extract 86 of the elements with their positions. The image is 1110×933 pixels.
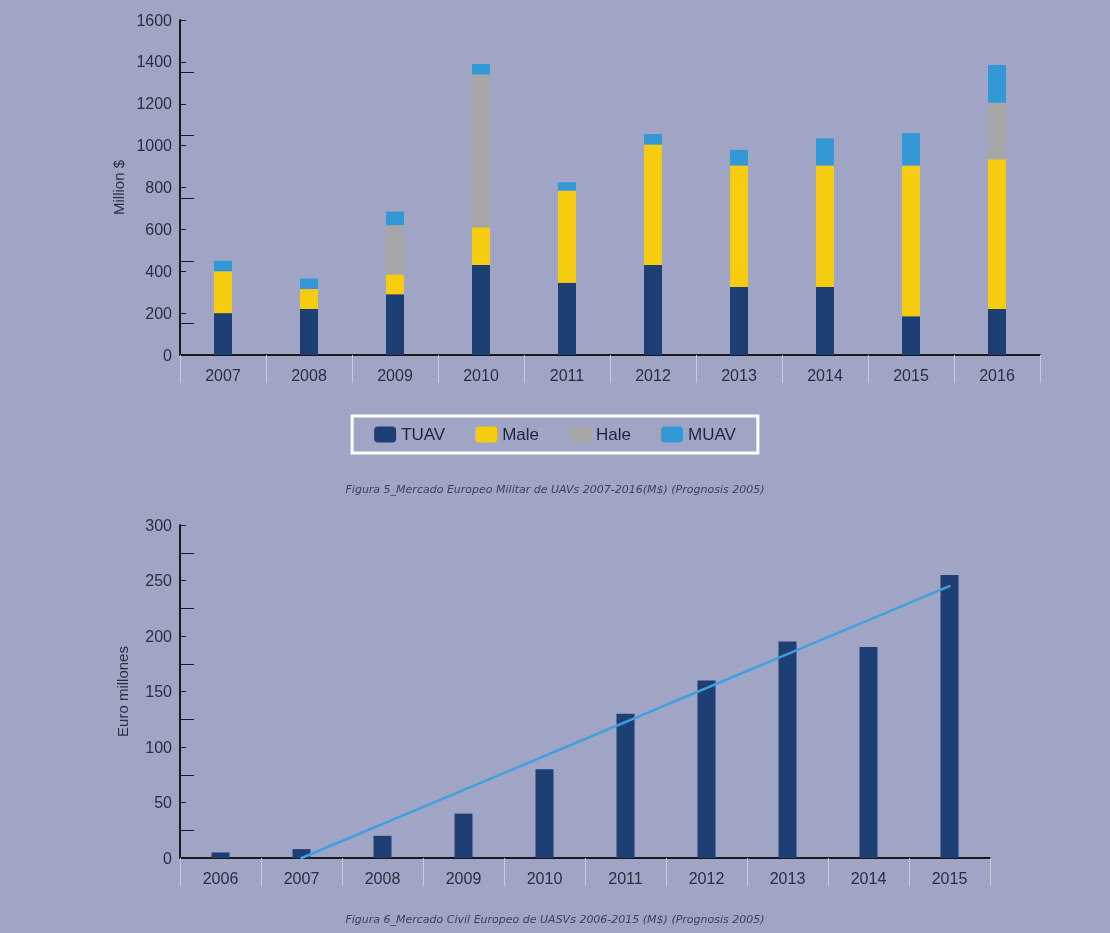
y-axis-title: Million $ bbox=[109, 159, 127, 216]
bar bbox=[644, 134, 662, 145]
bar bbox=[386, 211, 404, 226]
bar bbox=[386, 294, 404, 355]
x-tick-label: 2013 bbox=[769, 869, 806, 887]
bar bbox=[472, 74, 490, 228]
bar bbox=[616, 713, 635, 858]
bar bbox=[940, 574, 959, 858]
bar bbox=[472, 227, 490, 265]
bar bbox=[454, 813, 473, 858]
x-tick-label: 2006 bbox=[202, 869, 239, 887]
x-tick-label: 2013 bbox=[721, 366, 757, 384]
legend-label: Hale bbox=[596, 425, 632, 444]
bar bbox=[988, 65, 1006, 103]
bar bbox=[988, 159, 1006, 309]
y-tick-label: 0 bbox=[163, 849, 173, 867]
bar bbox=[816, 165, 834, 287]
bar bbox=[902, 133, 920, 166]
x-tick-label: 2009 bbox=[445, 869, 482, 887]
y-tick-label: 50 bbox=[154, 794, 173, 811]
bar bbox=[373, 835, 392, 858]
bar bbox=[214, 271, 232, 314]
bar bbox=[535, 769, 554, 858]
bar bbox=[558, 282, 576, 355]
bar bbox=[386, 225, 404, 275]
bar bbox=[988, 308, 1006, 355]
bar bbox=[730, 286, 748, 355]
bar bbox=[730, 149, 748, 166]
bar bbox=[778, 641, 797, 858]
bar bbox=[558, 182, 576, 191]
legend-label: MUAV bbox=[688, 425, 737, 444]
bar bbox=[902, 316, 920, 355]
y-tick-label: 300 bbox=[145, 516, 173, 534]
y-tick-label: 250 bbox=[145, 572, 173, 589]
bar bbox=[214, 313, 232, 355]
x-tick-label: 2011 bbox=[608, 869, 643, 887]
x-tick-label: 2014 bbox=[807, 366, 843, 384]
y-tick-label: 200 bbox=[145, 304, 173, 322]
y-axis-title: Euro millones bbox=[114, 646, 131, 737]
bar bbox=[644, 144, 662, 265]
x-tick-label: 2010 bbox=[463, 366, 499, 384]
bar bbox=[211, 852, 230, 858]
bar bbox=[472, 63, 490, 75]
y-tick-label: 400 bbox=[145, 262, 173, 280]
x-tick-label: 2015 bbox=[931, 869, 968, 887]
bar bbox=[730, 165, 748, 287]
bar bbox=[988, 102, 1006, 160]
bar bbox=[300, 278, 318, 290]
bar bbox=[816, 138, 834, 166]
x-tick-label: 2008 bbox=[291, 366, 327, 384]
legend-label: TUAV bbox=[401, 425, 446, 444]
bar bbox=[902, 165, 920, 317]
x-tick-label: 2012 bbox=[688, 869, 725, 887]
y-tick-label: 600 bbox=[145, 220, 173, 238]
x-tick-label: 2012 bbox=[635, 366, 671, 384]
bar bbox=[859, 647, 878, 858]
bar bbox=[300, 289, 318, 309]
bar bbox=[300, 308, 318, 355]
y-tick-label: 0 bbox=[163, 346, 173, 364]
bar bbox=[214, 260, 232, 272]
bar bbox=[558, 190, 576, 283]
x-tick-label: 2015 bbox=[893, 366, 929, 384]
bar bbox=[644, 264, 662, 355]
bar bbox=[386, 274, 404, 295]
x-tick-label: 2010 bbox=[526, 869, 563, 887]
x-tick-label: 2014 bbox=[850, 869, 887, 887]
y-tick-label: 150 bbox=[145, 683, 173, 700]
bar bbox=[816, 286, 834, 355]
y-tick-label: 1000 bbox=[136, 137, 173, 155]
x-tick-label: 2008 bbox=[364, 869, 401, 887]
y-tick-label: 1600 bbox=[136, 11, 173, 29]
x-tick-label: 2016 bbox=[979, 366, 1015, 384]
y-tick-label: 1200 bbox=[136, 95, 173, 113]
bar bbox=[697, 680, 716, 858]
text: Figura 5_Mercado Europeo Militar de UAVs 2007-2016(M$) (Prognosis 2005) bbox=[345, 483, 765, 496]
x-tick-label: 2011 bbox=[549, 366, 585, 384]
y-tick-label: 200 bbox=[145, 627, 173, 645]
y-tick-label: 800 bbox=[145, 179, 173, 196]
text: Figura 6_Mercado Civil Europeo de UASVs 2006-2015 (M$) (Prognosis 2005) bbox=[345, 913, 765, 926]
y-tick-label: 1400 bbox=[136, 53, 173, 71]
y-tick-label: 100 bbox=[145, 738, 173, 756]
x-tick-label: 2009 bbox=[377, 366, 413, 384]
x-tick-label: 2007 bbox=[283, 869, 320, 887]
bar bbox=[472, 264, 490, 355]
legend-label: Male bbox=[502, 425, 540, 444]
x-tick-label: 2007 bbox=[205, 366, 241, 384]
